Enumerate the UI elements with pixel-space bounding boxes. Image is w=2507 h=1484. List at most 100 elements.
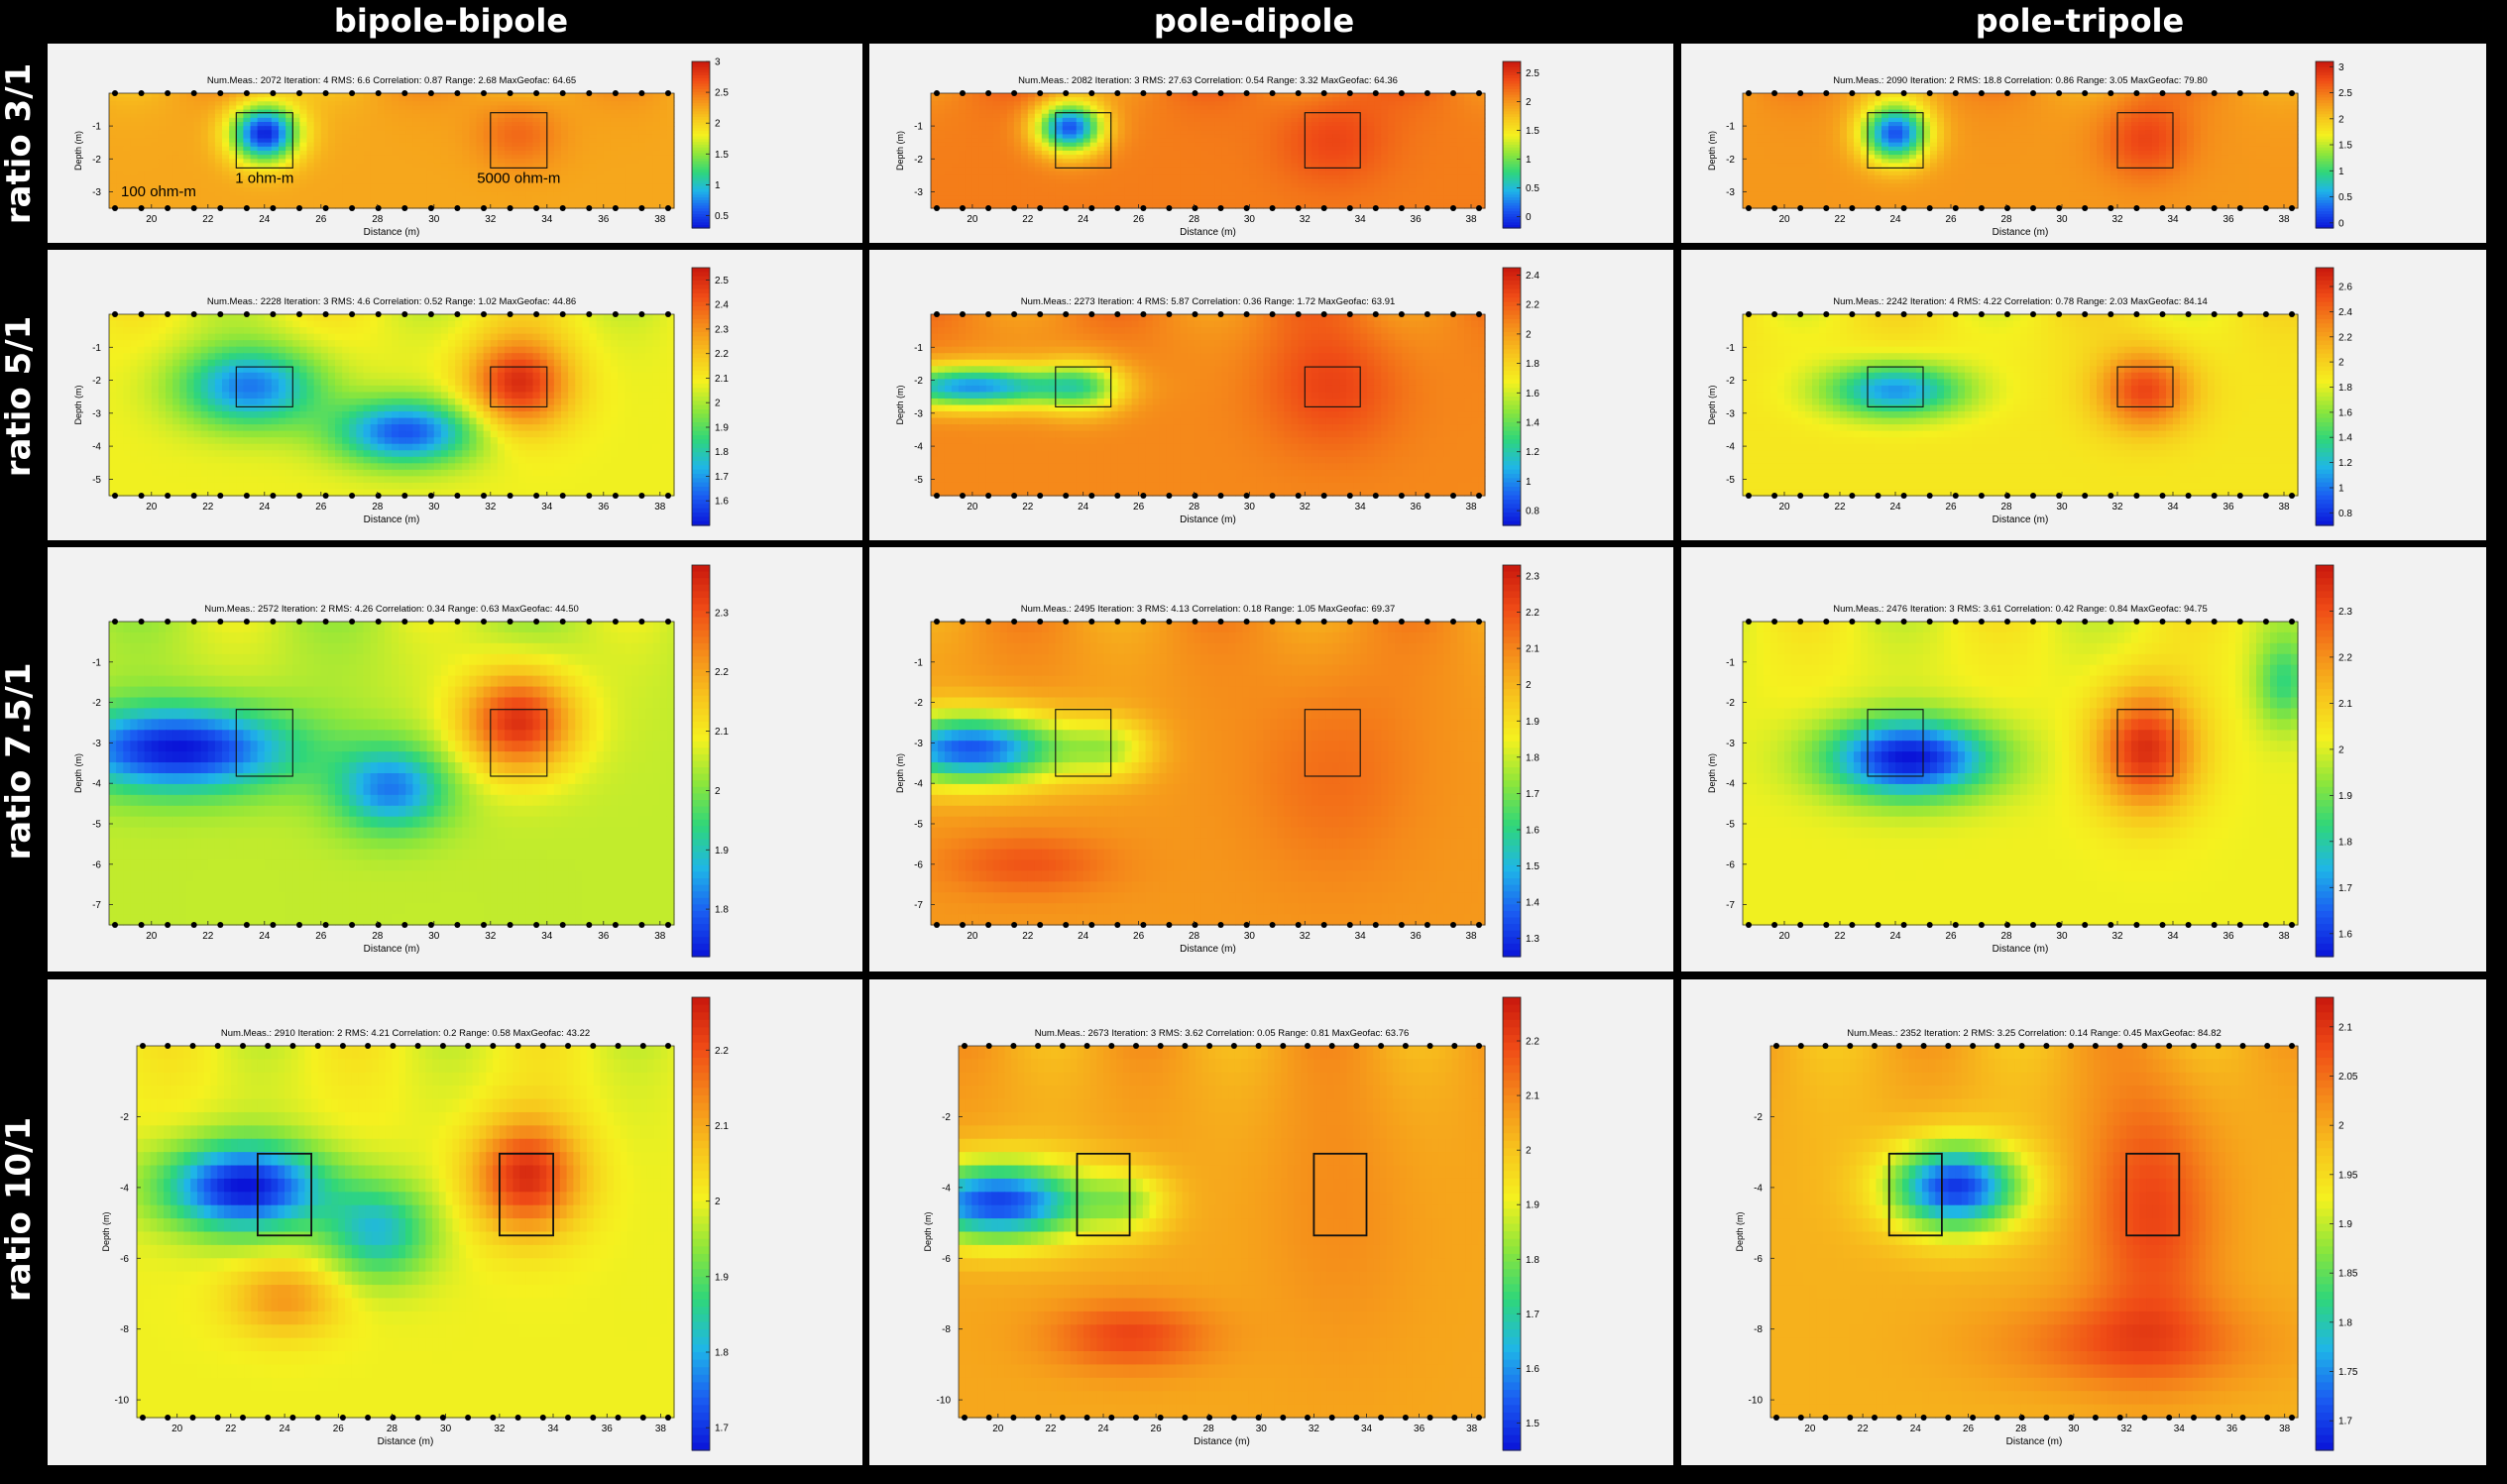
heatmap-cell — [1353, 179, 1361, 184]
heatmap-cell — [1049, 187, 1057, 192]
heatmap-cell — [2270, 93, 2278, 98]
heatmap-cell — [1174, 175, 1182, 180]
heatmap-cell — [1464, 151, 1472, 156]
heatmap-cell — [434, 151, 442, 156]
heatmap-cell — [1360, 183, 1368, 188]
heatmap-cell — [412, 122, 420, 127]
heatmap-cell — [1450, 163, 1458, 168]
heatmap-cell — [582, 143, 590, 148]
heatmap-cell — [364, 105, 372, 110]
heatmap-cell — [1270, 200, 1278, 205]
heatmap-cell — [208, 196, 216, 201]
heatmap-cell — [533, 126, 541, 131]
heatmap-cell — [561, 143, 569, 148]
heatmap-cell — [1402, 187, 1410, 192]
heatmap-cell — [1471, 114, 1479, 119]
heatmap-cell — [986, 114, 994, 119]
heatmap-cell — [138, 110, 146, 115]
heatmap-cell — [1090, 126, 1098, 131]
heatmap-cell — [1195, 179, 1202, 184]
heatmap-cell — [1188, 147, 1196, 152]
heatmap-cell — [638, 187, 646, 192]
heatmap-cell — [1360, 159, 1368, 164]
heatmap-cell — [631, 168, 639, 172]
heatmap-cell — [986, 139, 994, 144]
heatmap-cell — [604, 159, 612, 164]
heatmap-cell — [194, 175, 202, 180]
heatmap-cell — [1097, 183, 1105, 188]
heatmap-cell — [1318, 183, 1326, 188]
heatmap-cell — [1471, 101, 1479, 106]
heatmap-cell — [1395, 101, 1403, 106]
heatmap-cell — [194, 147, 202, 152]
heatmap-cell — [561, 147, 569, 152]
heatmap-cell — [321, 200, 329, 205]
heatmap-cell — [2013, 97, 2021, 102]
heatmap-cell — [1174, 118, 1182, 123]
heatmap-cell — [1208, 175, 1216, 180]
heatmap-cell — [568, 93, 576, 98]
heatmap-cell — [1228, 155, 1236, 160]
heatmap-cell — [1305, 126, 1312, 131]
heatmap-cell — [292, 163, 300, 168]
electrode-bottom — [349, 205, 355, 211]
heatmap-cell — [525, 191, 533, 196]
heatmap-cell — [1374, 187, 1382, 192]
heatmap-cell — [1174, 163, 1182, 168]
heatmap-cell — [208, 134, 216, 139]
heatmap-cell — [1409, 143, 1417, 148]
heatmap-cell — [469, 155, 477, 160]
heatmap-cell — [1049, 171, 1057, 176]
heatmap-cell — [1000, 126, 1008, 131]
heatmap-cell — [448, 122, 456, 127]
heatmap-cell — [201, 105, 209, 110]
heatmap-cell — [582, 118, 590, 123]
heatmap-cell — [1021, 114, 1029, 119]
heatmap-cell — [540, 151, 548, 156]
heatmap-cell — [328, 179, 336, 184]
heatmap-cell — [1188, 159, 1196, 164]
heatmap-cell — [1090, 171, 1098, 176]
heatmap-cell — [285, 105, 293, 110]
heatmap-cell — [2291, 97, 2299, 102]
heatmap-cell — [1035, 122, 1043, 127]
heatmap-cell — [328, 155, 336, 160]
heatmap-cell — [1049, 175, 1057, 180]
heatmap-cell — [1374, 179, 1382, 184]
heatmap-cell — [1021, 151, 1029, 156]
heatmap-cell — [491, 105, 499, 110]
heatmap-cell — [1132, 139, 1140, 144]
heatmap-cell — [638, 191, 646, 196]
heatmap-cell — [1478, 101, 1486, 106]
heatmap-cell — [321, 159, 329, 164]
heatmap-cell — [1402, 179, 1410, 184]
heatmap-cell — [392, 151, 399, 156]
heatmap-cell — [1028, 168, 1036, 172]
heatmap-cell — [1146, 126, 1154, 131]
heatmap-cell — [653, 183, 661, 188]
heatmap-cell — [1235, 159, 1243, 164]
heatmap-cell — [427, 155, 435, 160]
heatmap-cell — [931, 97, 939, 102]
heatmap-cell — [575, 143, 583, 148]
heatmap-cell — [116, 175, 124, 180]
electrode-bottom — [296, 205, 302, 211]
heatmap-cell — [1111, 105, 1119, 110]
heatmap-cell — [590, 122, 598, 127]
heatmap-cell — [208, 147, 216, 152]
heatmap-cell — [484, 196, 492, 201]
heatmap-cell — [1909, 93, 1917, 98]
heatmap-cell — [1270, 175, 1278, 180]
heatmap-cell — [130, 159, 138, 164]
heatmap-cell — [109, 196, 117, 201]
heatmap-cell — [138, 168, 146, 172]
heatmap-cell — [1021, 196, 1029, 201]
heatmap-cell — [972, 147, 980, 152]
heatmap-cell — [292, 130, 300, 135]
heatmap-cell — [201, 155, 209, 160]
heatmap-cell — [179, 130, 187, 135]
heatmap-cell — [335, 187, 343, 192]
heatmap-cell — [477, 151, 485, 156]
heatmap-cell — [1077, 147, 1084, 152]
heatmap-cell — [667, 191, 675, 196]
